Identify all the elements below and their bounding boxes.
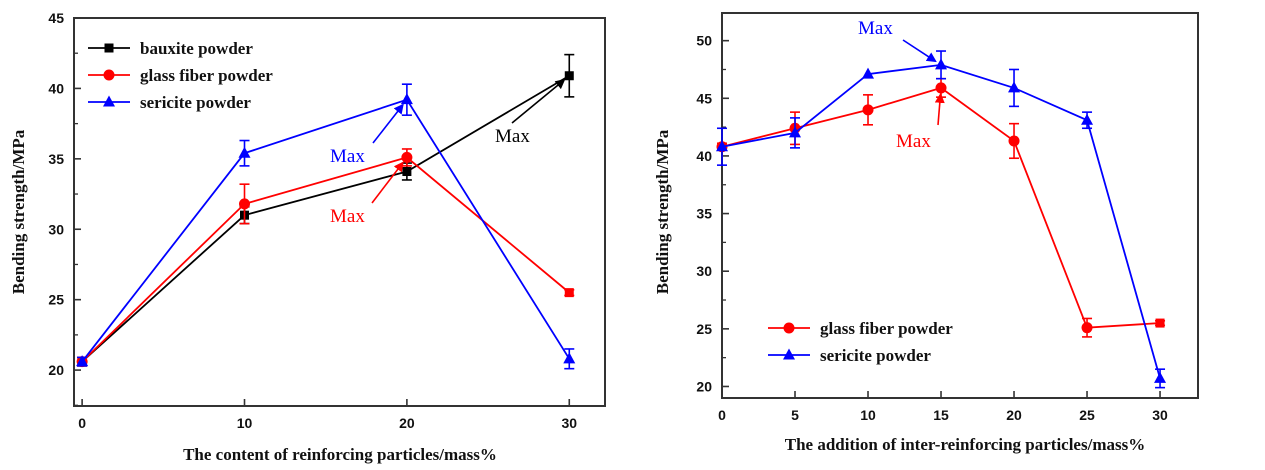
x-tick-label: 0 [718,407,726,423]
series-sericite-powder [76,83,576,370]
x-axis-title: The content of reinforcing particles/mas… [183,445,497,464]
series-glass-fiber-powder [76,148,575,368]
data-point [1081,113,1094,125]
data-point [862,104,874,116]
legend-item: bauxite powder [88,39,253,58]
y-tick-label: 45 [48,10,64,26]
legend-label: sericite powder [820,346,931,365]
data-point [1081,322,1093,334]
annotation-label: Max [896,131,931,152]
x-tick-label: 25 [1079,407,1095,423]
data-point [564,288,574,298]
data-point [238,146,251,158]
series-glass-fiber-powder [716,77,1166,338]
annotation-arrow [372,103,404,144]
y-tick-label: 45 [696,90,712,106]
data-point [716,140,728,152]
max-annotation: Max [858,18,937,63]
legend-item: glass fiber powder [88,66,273,85]
max-annotation: Max [330,103,404,167]
legend-label: sericite powder [140,93,251,112]
annotation-label: Max [858,18,893,39]
y-tick-label: 30 [696,263,712,279]
legend-marker [783,322,795,334]
series-line [721,86,1161,329]
max-annotation: Max [495,78,566,147]
y-tick-label: 30 [48,221,64,237]
data-point [935,58,948,70]
series-line [81,74,570,363]
x-tick-label: 30 [561,415,577,431]
data-point [76,355,89,367]
left-chart: 0 10 20 30 20 25 30 35 40 45 bauxite powder glass … [9,10,606,464]
x-tick-label: 0 [78,415,86,431]
annotation-arrow [902,39,937,63]
x-tick-label: 20 [399,415,415,431]
x-tick-label: 5 [791,407,799,423]
series-sericite-powder [716,50,1167,389]
legend-item: glass fiber powder [768,319,953,338]
annotation-label: Max [330,206,365,227]
x-axis-title: The addition of inter-reinforcing partic… [785,435,1145,454]
legend-marker [104,43,114,53]
data-point [1154,371,1167,383]
series-line [81,98,571,363]
data-point [1008,135,1020,147]
x-tick-label: 10 [860,407,876,423]
data-point [563,352,576,364]
legend-label: glass fiber powder [820,319,953,338]
legend: glass fiber powder sericite powder [768,319,953,365]
legend-marker [103,95,115,107]
series-line [81,156,570,363]
max-annotation: Max [330,161,404,227]
legend-label: glass fiber powder [140,66,273,85]
legend-item: sericite powder [768,346,931,365]
right-chart: 0 5 10 15 20 25 30 20 25 30 35 40 45 50 glass fiber p… [653,12,1199,454]
y-tick-label: 20 [696,378,712,394]
plot-frame [73,17,606,407]
data-point [789,126,802,138]
data-point [935,82,947,94]
annotation-arrow [934,92,945,126]
y-tick-label: 35 [48,151,64,167]
plot-frame [721,12,1199,399]
data-point [239,198,251,210]
data-point [564,71,574,81]
data-point [402,167,412,177]
legend-marker [783,348,795,360]
data-point [401,151,413,163]
data-point [1155,318,1165,328]
x-tick-label: 15 [933,407,949,423]
y-axis-title: Bending strength/MPa [653,129,672,294]
data-point [862,67,875,79]
annotation-label: Max [330,146,365,167]
y-tick-label: 20 [48,362,64,378]
x-tick-label: 20 [1006,407,1022,423]
annotation-label: Max [495,126,530,147]
annotation-arrow [511,78,566,124]
max-annotation: Max [896,92,945,152]
data-point [1008,81,1021,93]
data-point [400,93,413,105]
y-tick-label: 25 [48,292,64,308]
x-tick-label: 10 [237,415,253,431]
legend: bauxite powder glass fiber powder sericite… [88,39,273,112]
annotation-arrow [371,161,404,204]
legend-label: bauxite powder [140,39,253,58]
legend-item: sericite powder [88,93,251,112]
y-tick-label: 40 [696,148,712,164]
y-tick-label: 25 [696,321,712,337]
y-tick-label: 50 [696,33,712,49]
legend-marker [103,69,115,81]
y-tick-label: 35 [696,206,712,222]
y-tick-label: 40 [48,80,64,96]
x-tick-label: 30 [1152,407,1168,423]
y-axis-title: Bending strength/MPa [9,129,28,294]
